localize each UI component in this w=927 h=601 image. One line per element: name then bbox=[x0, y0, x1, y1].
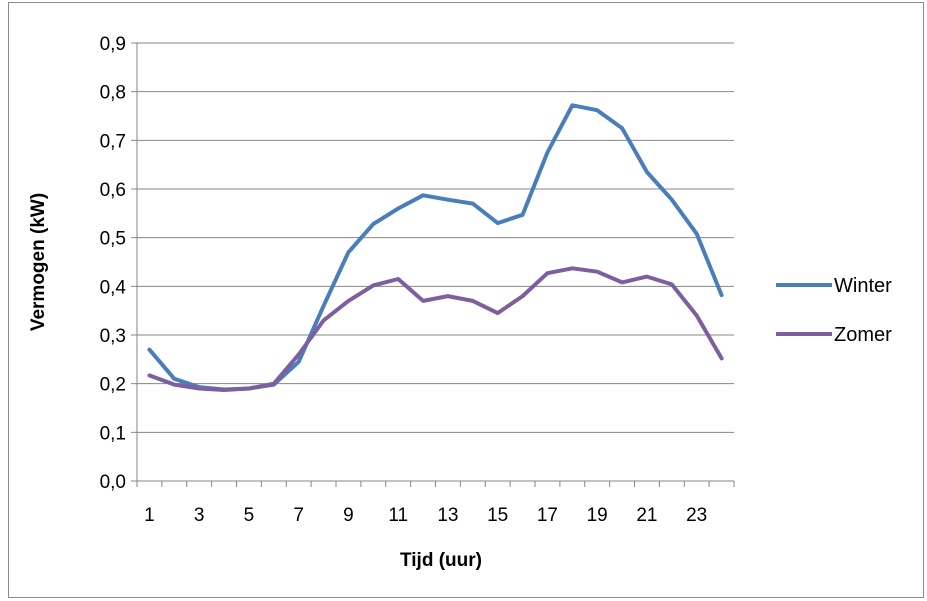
y-tick-label: 0,6 bbox=[100, 180, 126, 201]
x-tick-label: 3 bbox=[194, 505, 205, 526]
x-tick-labels: 1 3 5 7 9 11 13 15 17 19 21 23 bbox=[144, 505, 707, 526]
y-tick-label: 0,5 bbox=[100, 229, 126, 250]
x-tick-label: 17 bbox=[537, 505, 558, 526]
series-lines bbox=[147, 103, 724, 392]
y-tick-label: 0,2 bbox=[100, 375, 126, 396]
x-tick-label: 15 bbox=[487, 505, 508, 526]
x-tick-label: 21 bbox=[636, 505, 657, 526]
y-tick-label: 0,4 bbox=[100, 277, 127, 298]
legend: Winter Zomer bbox=[776, 275, 892, 346]
series-line-winter bbox=[147, 103, 724, 392]
x-tick-label: 1 bbox=[144, 505, 155, 526]
x-tick-label: 7 bbox=[293, 505, 304, 526]
x-tick-label: 11 bbox=[388, 505, 408, 526]
y-axis-title: Vermogen (kW) bbox=[28, 193, 49, 331]
legend-label-zomer: Zomer bbox=[834, 324, 892, 346]
x-tick-label: 5 bbox=[244, 505, 255, 526]
x-tick-label: 23 bbox=[686, 505, 707, 526]
x-tick-label: 19 bbox=[587, 505, 608, 526]
y-tick-label: 0,9 bbox=[100, 34, 126, 55]
y-tick-label: 0,7 bbox=[100, 131, 126, 152]
y-tick-labels: 0,0 0,1 0,2 0,3 0,4 0,5 0,6 0,7 0,8 0,9 bbox=[100, 34, 127, 493]
y-tick-label: 0,0 bbox=[100, 472, 126, 493]
y-tick-label: 0,8 bbox=[100, 83, 126, 104]
y-tick-label: 0,3 bbox=[100, 326, 126, 347]
series-line-zomer bbox=[147, 266, 724, 392]
x-tick-label: 9 bbox=[343, 505, 354, 526]
x-tick-label: 13 bbox=[437, 505, 458, 526]
legend-label-winter: Winter bbox=[834, 275, 892, 297]
y-tick-label: 0,1 bbox=[100, 423, 126, 444]
gridlines bbox=[137, 42, 734, 433]
x-axis-title: Tijd (uur) bbox=[400, 550, 482, 571]
axes bbox=[131, 42, 735, 487]
